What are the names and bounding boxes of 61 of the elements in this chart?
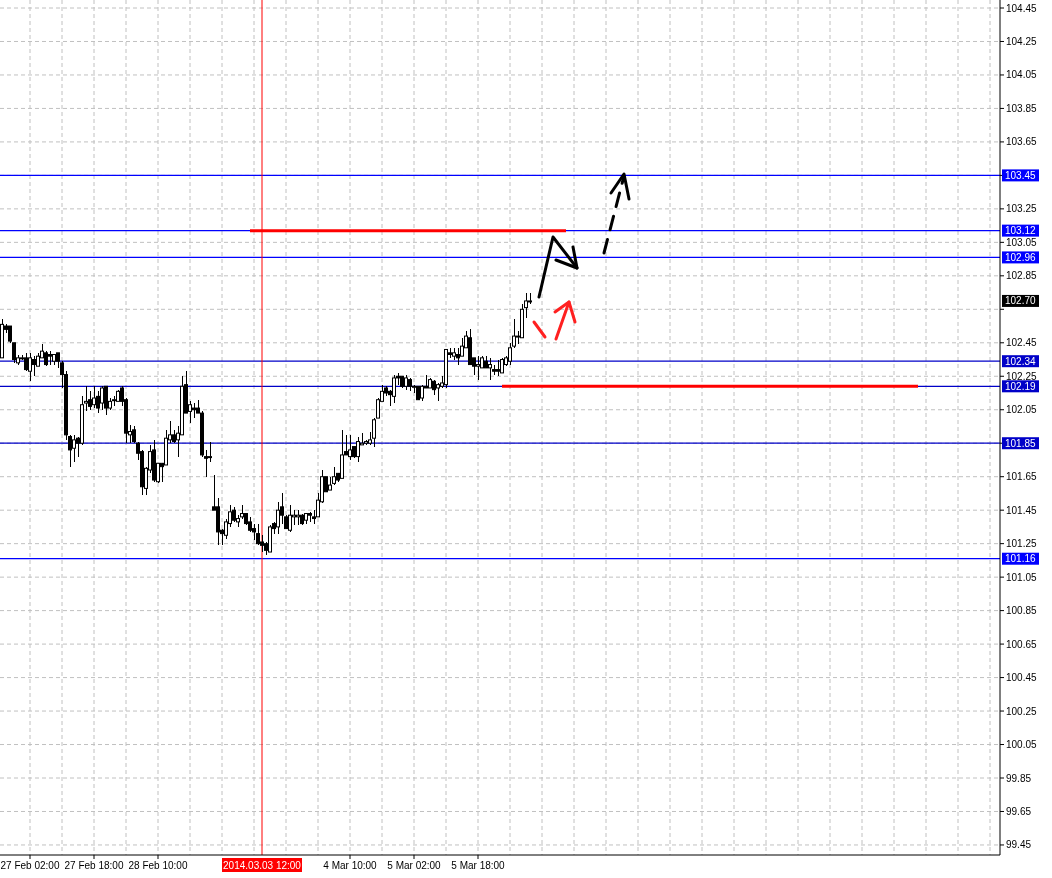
y-tick-label: 101.45 — [1006, 504, 1038, 516]
candlestick — [476, 355, 480, 381]
y-tick-label: 102.25 — [1006, 370, 1038, 382]
ref-line-label: 102.96 — [1005, 251, 1037, 263]
y-tick-label: 101.85 — [1005, 437, 1037, 449]
candlestick — [436, 382, 440, 403]
y-tick-label: 99.45 — [1006, 839, 1032, 851]
x-tick-label: 2014.03.03 12:00 — [223, 859, 302, 871]
candlestick — [276, 501, 280, 535]
candlestick — [96, 390, 100, 414]
y-tick-label: 100.25 — [1006, 705, 1038, 717]
candlestick — [104, 385, 108, 416]
y-tick-label: 101.05 — [1006, 571, 1038, 583]
candlestick — [88, 390, 92, 411]
candlestick — [28, 352, 32, 382]
candlestick — [32, 355, 36, 377]
candlestick — [100, 385, 104, 411]
candlestick — [340, 429, 344, 480]
candlestick — [12, 342, 16, 364]
x-tick-label: 27 Feb 02:00 — [0, 859, 60, 871]
y-tick-label: 104.45 — [1006, 2, 1038, 14]
candlestick — [392, 373, 396, 404]
y-tick-label: 102.45 — [1006, 337, 1038, 349]
y-tick-label: 100.65 — [1006, 638, 1038, 650]
candlestick — [288, 504, 292, 533]
y-tick-label: 104.25 — [1006, 35, 1038, 47]
y-tick-label: 103.05 — [1006, 236, 1038, 248]
y-tick-label: 103.45 — [1005, 169, 1037, 181]
candlestick — [524, 291, 528, 319]
candlestick — [332, 465, 336, 486]
y-tick-label: 100.05 — [1006, 739, 1038, 751]
y-tick-label: 100.45 — [1006, 672, 1038, 684]
candlestick — [256, 522, 260, 547]
candlestick — [348, 434, 352, 461]
ref-line-label: 102.19 — [1005, 380, 1037, 392]
x-tick-label: 28 Feb 10:00 — [128, 859, 188, 871]
y-tick-label: 100.85 — [1006, 605, 1038, 617]
ref-line-label: 101.16 — [1005, 553, 1037, 565]
y-tick-label: 101.25 — [1006, 538, 1038, 550]
candlestick — [24, 352, 28, 372]
y-tick-label: 99.65 — [1006, 805, 1032, 817]
x-tick-label: 5 Mar 18:00 — [451, 859, 506, 871]
x-tick-label: 4 Mar 10:00 — [323, 859, 378, 871]
y-tick-label: 103.85 — [1006, 102, 1038, 114]
x-tick-label: 5 Mar 02:00 — [387, 859, 442, 871]
y-tick-label: 99.85 — [1006, 772, 1032, 784]
y-tick-label: 104.05 — [1006, 69, 1038, 81]
y-tick-label: 103.25 — [1006, 203, 1038, 215]
candlestick — [488, 357, 492, 381]
ref-line-label: 103.12 — [1005, 225, 1037, 237]
y-tick-label: 103.65 — [1006, 136, 1038, 148]
candlestick — [92, 385, 96, 409]
candlestick — [72, 434, 76, 463]
ref-line-label: 102.34 — [1005, 355, 1037, 367]
candlestick — [208, 440, 212, 463]
y-tick-label: 101.65 — [1006, 471, 1038, 483]
candlestick — [356, 435, 360, 463]
annotation: 102.70 — [1005, 295, 1037, 307]
y-tick-label: 102.85 — [1006, 270, 1038, 282]
y-tick-label: 102.05 — [1006, 404, 1038, 416]
x-tick-label: 27 Feb 18:00 — [64, 859, 124, 871]
